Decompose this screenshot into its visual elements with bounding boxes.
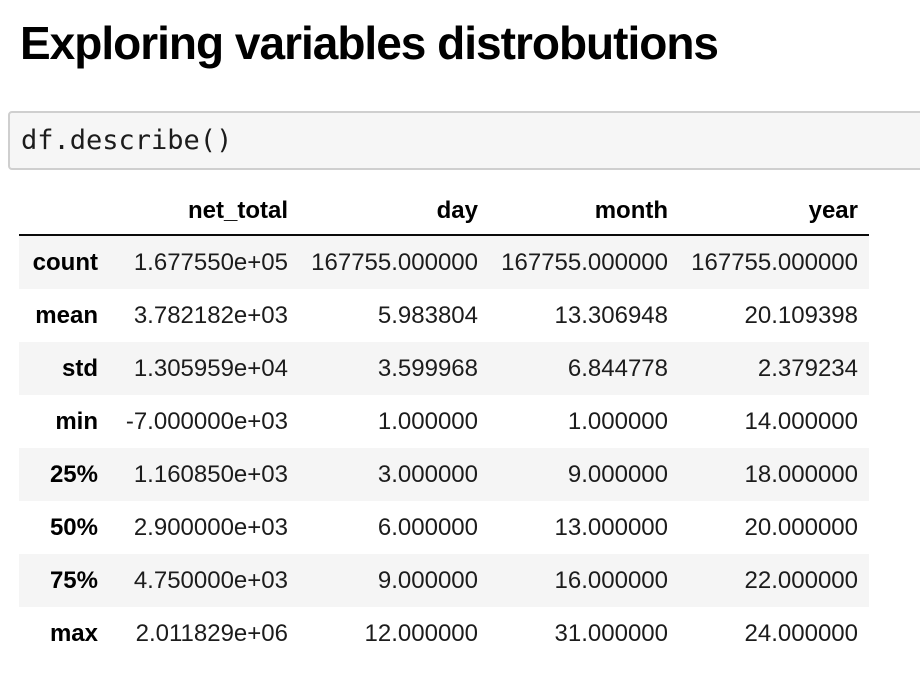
column-header-index [19, 187, 109, 236]
code-cell-input[interactable]: df.describe() [8, 111, 920, 170]
row-label: max [49, 619, 98, 647]
table-cell: 3.000000 [377, 460, 478, 488]
code-text[interactable]: df.describe() [21, 125, 233, 156]
table-cell: 1.160850e+03 [133, 460, 288, 488]
table-cell: 13.306948 [554, 301, 668, 329]
row-label: count [32, 248, 98, 276]
table-row-max: max 2.011829e+06 12.000000 31.000000 24.… [19, 607, 869, 660]
table-cell: 16.000000 [554, 566, 668, 594]
table-cell: 22.000000 [744, 566, 858, 594]
table-cell: 20.000000 [744, 513, 858, 541]
table-cell: 31.000000 [554, 619, 668, 647]
table-cell: 14.000000 [744, 407, 858, 435]
table-cell: -7.000000e+03 [125, 407, 288, 435]
row-label: std [62, 354, 98, 382]
table-cell: 5.983804 [377, 301, 478, 329]
row-label: 50% [49, 513, 98, 541]
table-cell: 12.000000 [364, 619, 478, 647]
table-row-50pct: 50% 2.900000e+03 6.000000 13.000000 20.0… [19, 501, 869, 554]
table-header: net_total day month year [19, 187, 869, 236]
column-header-day: day [299, 187, 489, 236]
row-label: 25% [49, 460, 98, 488]
table-row-25pct: 25% 1.160850e+03 3.000000 9.000000 18.00… [19, 448, 869, 501]
table-row-mean: mean 3.782182e+03 5.983804 13.306948 20.… [19, 289, 869, 342]
table-body: count 1.677550e+05 167755.000000 167755.… [19, 235, 869, 660]
page-title: Exploring variables distrobutions [20, 17, 719, 69]
dataframe-describe-table: net_total day month year count 1.677550e… [19, 187, 869, 660]
table-cell: 167755.000000 [311, 248, 478, 276]
table-cell: 6.844778 [567, 354, 668, 382]
table-cell: 3.782182e+03 [133, 301, 288, 329]
table-cell: 13.000000 [554, 513, 668, 541]
table-cell: 1.000000 [377, 407, 478, 435]
column-header-year: year [679, 187, 869, 236]
table-cell: 3.599968 [377, 354, 478, 382]
table-row-count: count 1.677550e+05 167755.000000 167755.… [19, 235, 869, 289]
table-cell: 1.305959e+04 [133, 354, 288, 382]
row-label: min [55, 407, 98, 435]
table-cell: 2.900000e+03 [133, 513, 288, 541]
table-row-75pct: 75% 4.750000e+03 9.000000 16.000000 22.0… [19, 554, 869, 607]
column-header-month: month [489, 187, 679, 236]
table-cell: 18.000000 [744, 460, 858, 488]
table-cell: 2.011829e+06 [135, 619, 288, 647]
column-header-net-total: net_total [109, 187, 299, 236]
table-header-row: net_total day month year [19, 187, 869, 236]
table-row-std: std 1.305959e+04 3.599968 6.844778 2.379… [19, 342, 869, 395]
table-cell: 20.109398 [744, 301, 858, 329]
table-cell: 167755.000000 [691, 248, 858, 276]
table-cell: 1.677550e+05 [133, 248, 288, 276]
table-cell: 6.000000 [377, 513, 478, 541]
table-cell: 24.000000 [744, 619, 858, 647]
row-label: 75% [49, 566, 98, 594]
table-cell: 1.000000 [567, 407, 668, 435]
table-cell: 167755.000000 [501, 248, 668, 276]
row-label: mean [35, 301, 98, 329]
table-cell: 2.379234 [757, 354, 858, 382]
table-cell: 9.000000 [377, 566, 478, 594]
table-row-min: min -7.000000e+03 1.000000 1.000000 14.0… [19, 395, 869, 448]
table-cell: 9.000000 [567, 460, 668, 488]
table-cell: 4.750000e+03 [133, 566, 288, 594]
